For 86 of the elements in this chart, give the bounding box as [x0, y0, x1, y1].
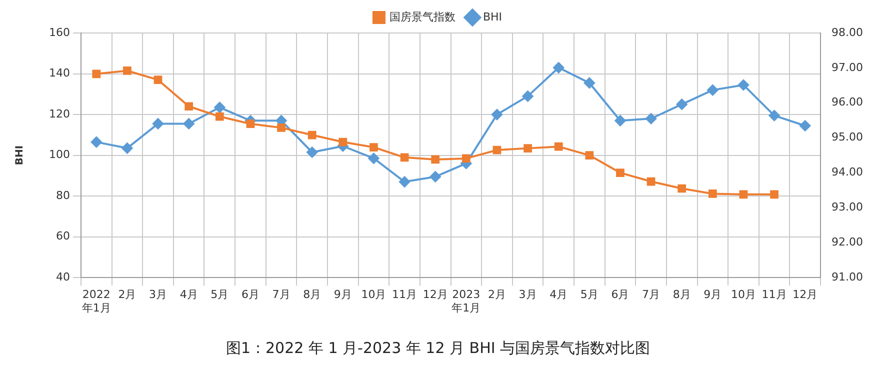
legend-label: BHI [482, 10, 502, 24]
point [430, 171, 441, 182]
x-tick-label: 8月 [672, 288, 691, 302]
point [770, 190, 778, 199]
y2-tick-label: 98.00 [832, 26, 864, 39]
y-axis-title: BHI [14, 145, 26, 166]
point [491, 109, 502, 120]
x-tick-label: 10月 [361, 288, 386, 302]
y2-tick-label: 91.00 [832, 270, 864, 284]
x-tick-label: 10月 [730, 288, 756, 302]
x-tick-label: 2月 [118, 288, 136, 302]
point [678, 184, 686, 193]
y-tick-label: 80 [56, 188, 70, 202]
y2-tick-label: 92.00 [832, 236, 864, 249]
point [676, 98, 688, 110]
point [338, 138, 348, 146]
x-tick-label: 3月 [518, 288, 537, 302]
point [308, 130, 316, 140]
point [152, 118, 164, 130]
x-tick-label: 6月 [611, 288, 630, 302]
point [154, 76, 162, 84]
point [122, 142, 133, 154]
point [462, 154, 470, 163]
y2-tick-label: 96.00 [832, 96, 864, 109]
point [183, 118, 194, 130]
point [492, 146, 502, 154]
x-tick-label: 11月 [392, 288, 418, 302]
point [92, 70, 101, 78]
x-tick-label: 5月 [210, 288, 229, 302]
point [123, 66, 132, 75]
x-tick-label: 2023年1月 [452, 288, 481, 314]
point [553, 62, 564, 74]
y2-tick-label: 97.00 [832, 60, 864, 74]
point [368, 152, 380, 164]
legend-label: 国房景气指数 [389, 10, 456, 24]
x-tick-label: 2022年1月 [82, 288, 111, 314]
y2-tick-label: 94.00 [832, 166, 864, 179]
y-tick-label: 160 [48, 26, 70, 39]
point [431, 155, 440, 164]
y-tick-label: 60 [56, 230, 70, 243]
point [246, 120, 255, 128]
x-tick-label: 4月 [180, 288, 198, 302]
point [554, 142, 563, 151]
point [707, 84, 718, 96]
point [277, 124, 286, 132]
y2-tick-label: 93.00 [832, 200, 864, 214]
point [400, 153, 409, 162]
x-tick-label: 12月 [422, 288, 448, 302]
x-tick-label: 8月 [303, 288, 322, 302]
y-tick-label: 120 [48, 107, 70, 120]
x-tick-label: 9月 [704, 288, 722, 302]
point [800, 120, 811, 132]
y-tick-label: 140 [48, 66, 70, 80]
point [738, 79, 749, 90]
point [306, 146, 318, 158]
y-tick-label: 40 [56, 270, 70, 284]
x-tick-label: 3月 [149, 288, 168, 302]
point [646, 177, 656, 186]
point [399, 176, 410, 188]
point [184, 102, 194, 111]
point [584, 77, 595, 88]
point [370, 143, 378, 152]
x-tick-label: 11月 [762, 288, 787, 302]
point [90, 136, 102, 148]
x-tick-label: 9月 [334, 288, 352, 302]
point [708, 190, 717, 198]
point [614, 115, 626, 126]
x-tick-label: 5月 [580, 288, 598, 302]
x-tick-label: 6月 [241, 288, 260, 302]
point [616, 168, 624, 177]
point [524, 144, 532, 152]
point [768, 110, 780, 122]
point [739, 190, 748, 199]
x-tick-label: 7月 [642, 288, 660, 302]
x-tick-label: 4月 [550, 288, 568, 302]
point [646, 113, 657, 124]
point [215, 112, 224, 121]
text: 图1：2022 年 1 月-2023 年 12 月 BHI 与国房景气指数对比图 [226, 338, 650, 357]
point [585, 151, 594, 160]
point [522, 90, 534, 102]
x-tick-label: 7月 [272, 288, 290, 302]
y-tick-label: 100 [48, 148, 70, 162]
y2-tick-label: 95.00 [832, 130, 864, 144]
point [214, 102, 226, 113]
x-tick-label: 12月 [792, 288, 818, 302]
x-tick-label: 2月 [488, 288, 506, 302]
